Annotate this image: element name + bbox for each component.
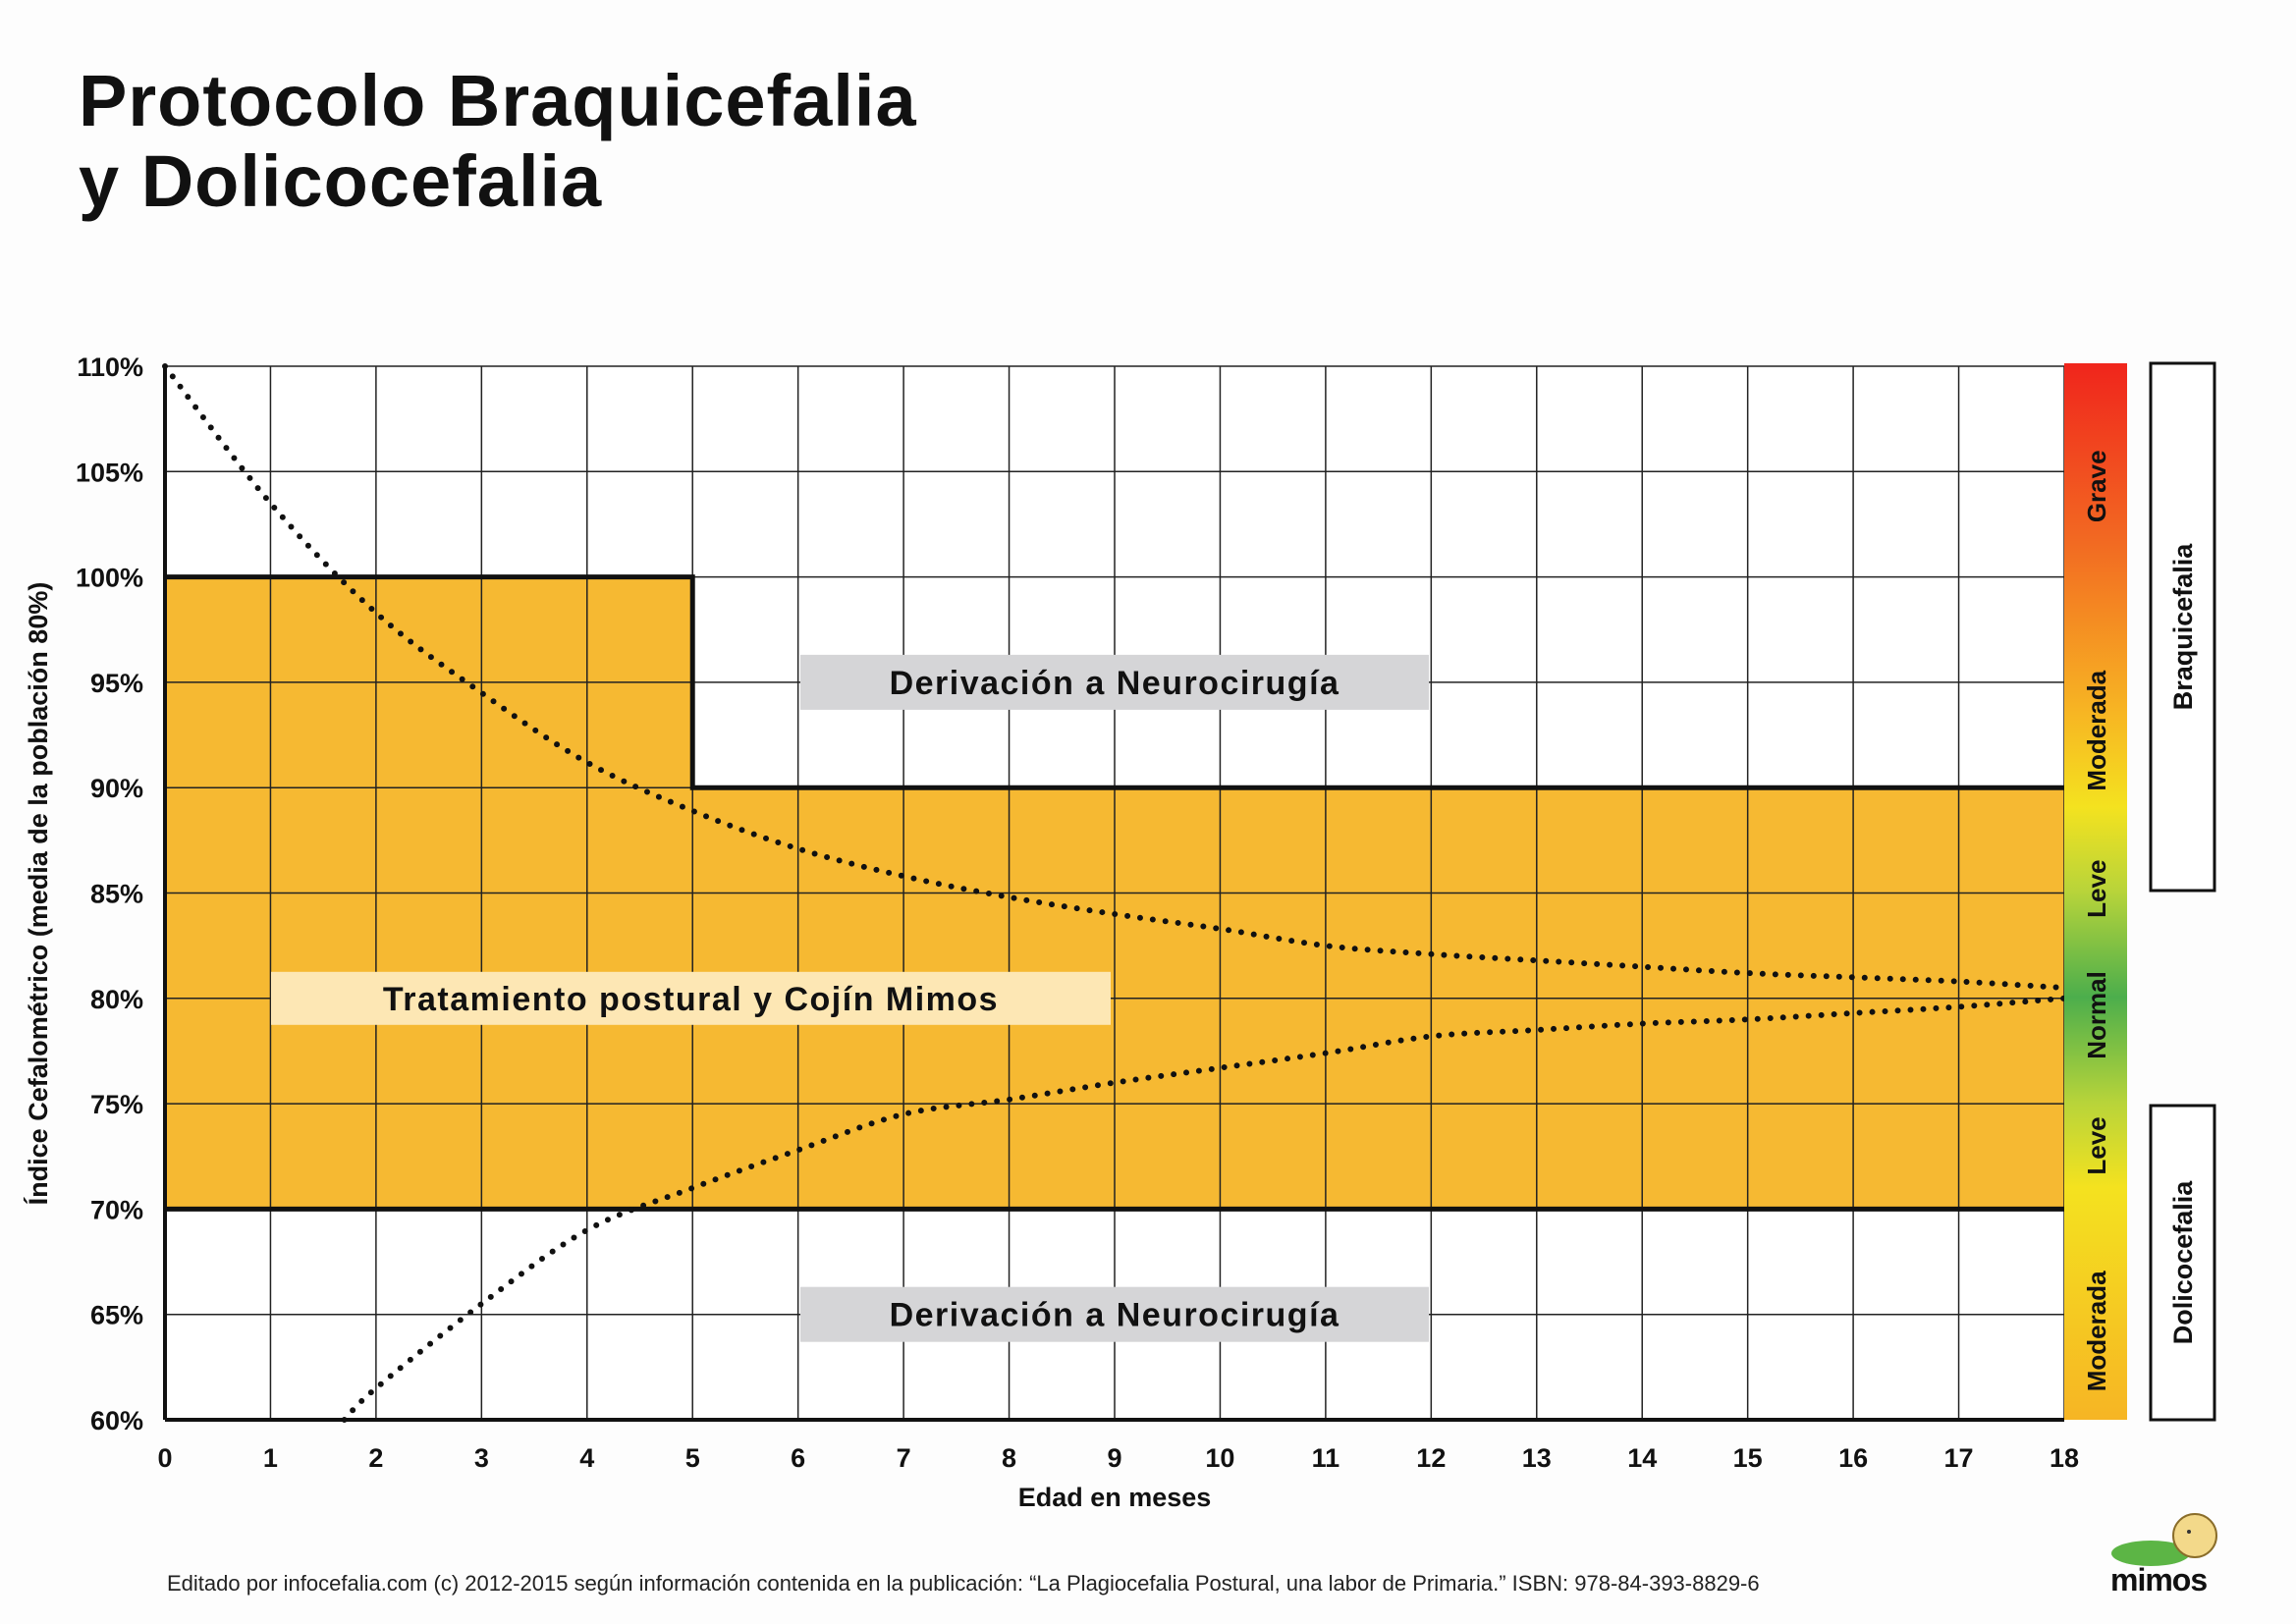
curve-lower: [341, 995, 2067, 1423]
x-tick-label: 12: [1416, 1443, 1446, 1473]
severity-label: Normal: [2082, 971, 2111, 1059]
y-tick-label: 70%: [90, 1195, 143, 1224]
curve-upper: [162, 363, 2067, 992]
severity-label: Moderada: [2082, 670, 2111, 790]
category-label: Dolicocefalia: [2168, 1180, 2198, 1345]
annotation-background: [800, 654, 1429, 710]
footer-credits: Editado por infocefalia.com (c) 2012-201…: [167, 1571, 1760, 1596]
x-tick-label: 9: [1107, 1443, 1121, 1473]
x-tick-label: 0: [157, 1443, 172, 1473]
x-tick-label: 15: [1733, 1443, 1763, 1473]
y-tick-label: 75%: [90, 1090, 143, 1119]
category-label: Braquicefalia: [2168, 543, 2198, 711]
x-tick-label: 13: [1522, 1443, 1552, 1473]
y-tick-label: 85%: [90, 880, 143, 909]
page-title: Protocolo Braquicefalia y Dolicocefalia: [79, 61, 917, 222]
severity-scale-bar: [2064, 363, 2127, 1420]
x-tick-label: 4: [579, 1443, 594, 1473]
category-box-braquicefalia: [2149, 361, 2216, 893]
y-tick-label: 90%: [90, 774, 143, 803]
x-tick-label: 6: [791, 1443, 805, 1473]
x-tick-label: 14: [1627, 1443, 1657, 1473]
annotation-referral: Derivación a Neurocirugía: [890, 665, 1340, 702]
x-axis-label: Edad en meses: [1018, 1483, 1212, 1512]
x-tick-label: 7: [897, 1443, 911, 1473]
severity-label: Moderada: [2082, 1271, 2111, 1391]
treatment-boundary: [165, 574, 2064, 1212]
y-tick-label: 95%: [90, 669, 143, 698]
mimos-logo: mimos: [2106, 1510, 2234, 1598]
y-tick-label: 110%: [77, 352, 143, 382]
annotation-background: [271, 971, 1111, 1025]
x-tick-label: 17: [1944, 1443, 1974, 1473]
x-tick-label: 5: [685, 1443, 700, 1473]
annotation-treatment: Tratamiento postural y Cojín Mimos: [383, 981, 999, 1018]
category-box-dolicocefalia: [2149, 1104, 2216, 1422]
y-tick-label: 60%: [90, 1406, 143, 1435]
y-axis-label: Índice Cefalométrico (media de la poblac…: [23, 582, 53, 1206]
severity-label: Leve: [2082, 1116, 2111, 1174]
x-tick-label: 8: [1002, 1443, 1016, 1473]
x-tick-label: 18: [2050, 1443, 2079, 1473]
logo-text: mimos: [2110, 1562, 2208, 1597]
y-tick-label: 100%: [76, 564, 143, 593]
annotation-referral: Derivación a Neurocirugía: [890, 1297, 1340, 1334]
annotation-background: [800, 1286, 1429, 1342]
x-tick-label: 1: [263, 1443, 278, 1473]
severity-label: Grave: [2082, 450, 2111, 522]
x-tick-label: 10: [1205, 1443, 1234, 1473]
title-line-2: y Dolicocefalia: [79, 140, 603, 222]
y-tick-label: 105%: [76, 458, 143, 487]
x-tick-label: 11: [1312, 1443, 1340, 1473]
baby-pillow-icon: [2111, 1513, 2217, 1566]
y-tick-label: 80%: [90, 985, 143, 1014]
x-tick-label: 16: [1838, 1443, 1868, 1473]
y-tick-label: 65%: [90, 1301, 143, 1330]
x-tick-label: 3: [474, 1443, 489, 1473]
title-line-1: Protocolo Braquicefalia: [79, 60, 917, 141]
x-tick-label: 2: [368, 1443, 383, 1473]
severity-label: Leve: [2082, 860, 2111, 918]
